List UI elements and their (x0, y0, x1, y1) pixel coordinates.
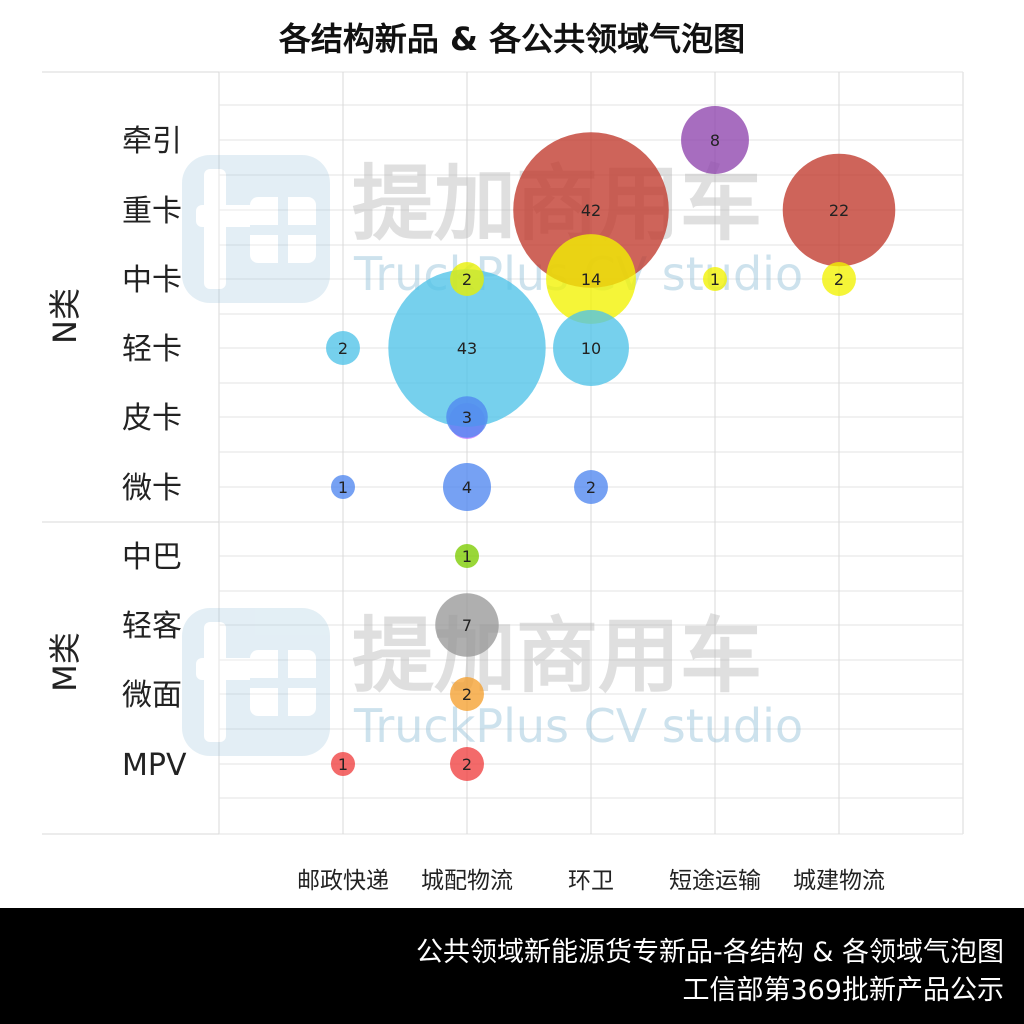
y-tick-label: 微面 (122, 678, 182, 713)
bubble-value-label: 14 (581, 270, 601, 289)
bubble-value-label: 2 (338, 339, 348, 358)
x-tick-label: 邮政快递 (297, 868, 389, 894)
bubble-value-label: 2 (462, 755, 472, 774)
bubble-value-label: 2 (462, 685, 472, 704)
y-group-label: N类 (46, 288, 84, 344)
y-group-label: M类 (46, 632, 84, 692)
bubble-value-label: 2 (834, 270, 844, 289)
bubble-value-label: 3 (462, 408, 472, 427)
bubble-value-label: 43 (457, 339, 477, 358)
bubble (446, 396, 488, 438)
x-tick-label: 城配物流 (421, 868, 513, 894)
bubble (450, 262, 484, 296)
bubble-value-label: 2 (462, 270, 472, 289)
bubble-value-label: 7 (462, 616, 472, 635)
bubble (455, 544, 479, 568)
x-tick-label: 城建物流 (793, 868, 885, 894)
bubble (782, 153, 896, 267)
bubble (435, 593, 499, 657)
chart-title: 各结构新品 & 各公共领域气泡图 (278, 20, 746, 58)
bubble-value-label: 10 (581, 339, 601, 358)
bubble-value-label: 1 (338, 755, 348, 774)
bubble (331, 475, 355, 499)
bubble-value-label: 2 (586, 478, 596, 497)
watermark-logo-icon (182, 608, 330, 756)
y-tick-label: MPV (122, 748, 187, 783)
bubble (388, 269, 546, 427)
bubble (326, 331, 360, 365)
bubble (450, 747, 484, 781)
bubble (574, 470, 608, 504)
bubble-value-label: 4 (462, 478, 472, 497)
bubble (822, 262, 856, 296)
y-tick-label: 微卡 (122, 471, 182, 506)
y-tick-label: 轻客 (122, 609, 182, 644)
bubble-value-label: 1 (338, 478, 348, 497)
watermark-logo-icon (182, 155, 330, 303)
y-tick-label: 重卡 (122, 194, 182, 229)
bubble (443, 463, 491, 511)
bubble-value-label: 1 (462, 547, 472, 566)
watermark-brand-cn: 提加商用车 (352, 609, 762, 704)
y-tick-label: 牵引 (122, 124, 182, 159)
footer-bar: 公共领域新能源货专新品-各结构 & 各领域气泡图 工信部第369批新产品公示 (0, 908, 1024, 1024)
bubble-value-label: 42 (581, 201, 601, 220)
bubble (553, 310, 629, 386)
bubble-value-label: 8 (710, 131, 720, 150)
bubble (513, 132, 669, 288)
y-tick-label: 中巴 (122, 540, 182, 575)
y-tick-label: 皮卡 (122, 401, 182, 436)
bubble-value-label: 22 (829, 201, 849, 220)
y-tick-label: 轻卡 (122, 332, 182, 367)
x-tick-label: 短途运输 (669, 868, 761, 894)
bubble (681, 106, 749, 174)
bubble (331, 752, 355, 776)
watermark-brand-en: TruckPlus CV studio (353, 699, 803, 753)
y-tick-label: 中卡 (122, 263, 182, 298)
footer-source: 工信部第369批新产品公示 (682, 975, 1004, 1006)
bubble (450, 677, 484, 711)
bubble (546, 234, 636, 324)
x-tick-label: 环卫 (568, 868, 614, 894)
bubble-value-label: 1 (710, 270, 720, 289)
bubble (703, 267, 727, 291)
footer-caption: 公共领域新能源货专新品-各结构 & 各领域气泡图 (416, 937, 1004, 968)
